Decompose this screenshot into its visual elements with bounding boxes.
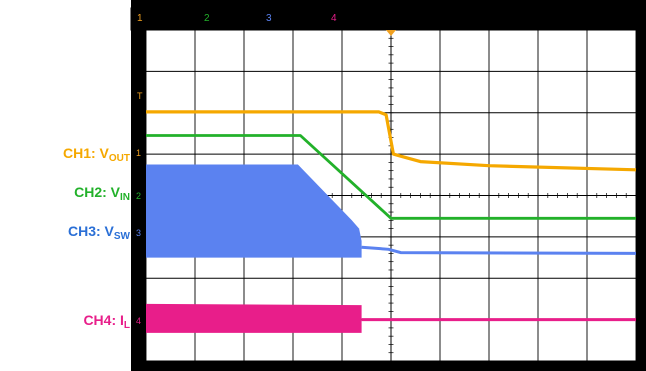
legend-ch1-main: CH1: V xyxy=(62,145,109,161)
ch3-ground-marker: 3 xyxy=(136,228,141,238)
legend-ch4-main: CH4: I xyxy=(83,312,124,328)
run-status: Stop xyxy=(593,13,614,24)
legend-ch2-sub: IN xyxy=(120,192,130,203)
ch3-scale: 5.00V/ xyxy=(282,13,311,24)
ch1-ground-marker: 1 xyxy=(136,148,141,158)
ch4-number: 4 xyxy=(331,13,337,24)
legend-ch3: CH3: VSW xyxy=(68,224,130,242)
ch2-number: 2 xyxy=(204,13,210,24)
legend-ch4-sub: L xyxy=(123,320,130,331)
legend-ch4: CH4: IL xyxy=(83,313,130,331)
ch3-trace xyxy=(361,245,637,255)
timebase: 50.00↕/ xyxy=(518,13,551,24)
ch4-ground-marker: 4 xyxy=(136,316,141,326)
ch2-scale: 5.00V/ xyxy=(220,13,249,24)
time-offset: 1.280↕ xyxy=(455,13,485,24)
channel-markers: T 1 2 3 4 xyxy=(136,91,143,326)
trigger-level-marker: T xyxy=(137,91,143,101)
ch3-number: 3 xyxy=(266,13,272,24)
legend-ch3-main: CH3: V xyxy=(67,223,114,239)
traces xyxy=(146,110,637,333)
grid xyxy=(145,29,637,362)
trigger-position-marker xyxy=(386,30,396,36)
ch2-trace xyxy=(146,134,636,220)
legend-ch1-sub: OUT xyxy=(108,153,130,164)
ch1-trace xyxy=(146,110,637,172)
ch1-scale: 500↕/ xyxy=(155,13,180,24)
ch2-ground-marker: 2 xyxy=(136,191,141,201)
legend-ch2: CH2: VIN xyxy=(74,185,130,203)
legend-ch3-sub: SW xyxy=(113,231,130,242)
ch4-scale: 2.00A/ xyxy=(346,13,375,24)
legend-ch1: CH1: VOUT xyxy=(63,146,130,164)
legend-ch2-main: CH2: V xyxy=(74,184,120,200)
ch4-switching-envelope xyxy=(146,303,362,333)
ch3-switching-envelope xyxy=(146,164,362,258)
scope-header: 1 500↕/ 2 5.00V/ 3 5.00V/ 4 2.00A/ 1.280… xyxy=(137,13,614,24)
ch1-number: 1 xyxy=(137,13,143,24)
